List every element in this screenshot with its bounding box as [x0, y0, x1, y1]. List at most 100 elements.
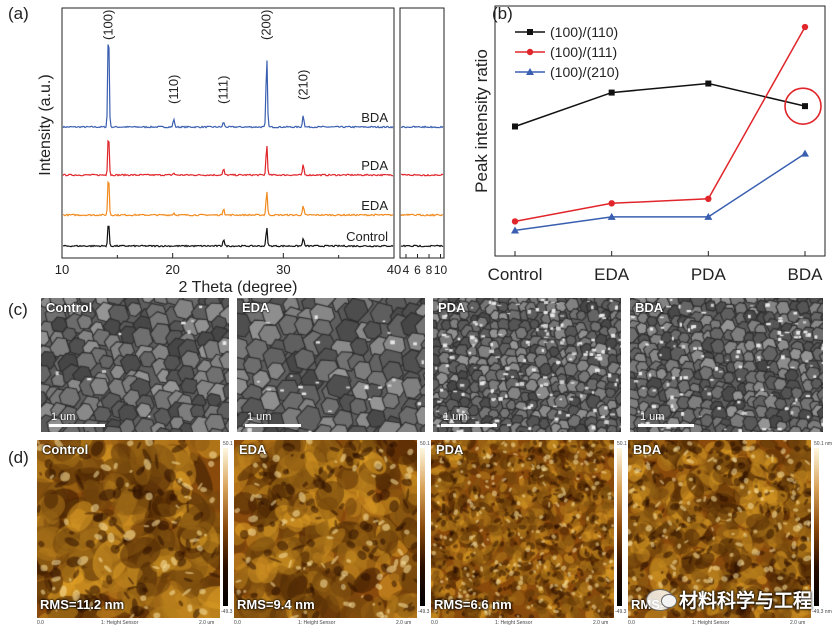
peak-ratio-chart: (100)/(110) (100)/(111) (100)/(210) Control…	[472, 5, 826, 284]
colorbar-min-label: -49.3 nm	[418, 609, 438, 615]
scale-bar-label: 1 um	[640, 411, 665, 423]
afm-image-pda: PDA RMS=6.6 nm	[431, 440, 614, 618]
sem-micrograph	[630, 298, 823, 432]
height-colorbar	[223, 448, 228, 606]
afm-micrograph	[628, 440, 811, 618]
watermark-text: 材料科学与工程	[679, 591, 813, 612]
x-tick-label: 40	[387, 262, 401, 277]
ratio-line-1	[514, 26, 806, 223]
peak-annotation: (111)	[216, 76, 231, 104]
ratio-point	[801, 23, 809, 31]
legend-label: (100)/(111)	[550, 44, 617, 60]
afm-axis-start: 0.0	[234, 620, 241, 626]
rms-value: RMS=11.2 nm	[40, 597, 125, 612]
scale-bar	[49, 424, 105, 427]
peak-annotation: (200)	[259, 10, 274, 40]
sem-image-bda: BDA 1 um	[630, 298, 823, 432]
watermark: 材料科学与工程	[646, 586, 812, 613]
x-tick-label: 10	[55, 262, 69, 277]
inset-series-control	[400, 244, 444, 248]
panel-label-d: (d)	[8, 448, 29, 467]
y-axis-label: Peak intensity ratio	[472, 49, 491, 193]
peak-annotation: (100)	[100, 10, 115, 40]
ratio-point	[704, 212, 713, 220]
ratio-point	[801, 149, 809, 157]
inset-series-pda	[401, 173, 444, 177]
afm-image-label: PDA	[436, 442, 464, 457]
ratio-point	[608, 89, 615, 96]
ratio-line-2	[514, 152, 806, 232]
legend-label: (100)/(210)	[550, 64, 619, 80]
panel-label-a: (a)	[8, 4, 29, 23]
plot-frame	[494, 5, 826, 257]
colorbar-min-label: -49.3 nm	[615, 609, 635, 615]
scale-bar	[441, 424, 497, 427]
peak-annotation: (110)	[166, 75, 181, 104]
inset-tick-label: 4	[403, 263, 410, 277]
inset-series-bda	[400, 125, 444, 129]
xrd-series-pda	[62, 139, 394, 177]
xrd-series-bda	[62, 44, 394, 129]
sem-micrograph	[41, 298, 229, 432]
highlight-circle	[784, 87, 822, 125]
colorbar-max-label: 50.1 nm	[814, 441, 833, 447]
category-label: EDA	[594, 265, 630, 284]
sem-image-label: PDA	[438, 300, 466, 315]
x-axis-label: 2 Theta (degree)	[179, 279, 298, 296]
ratio-point	[512, 123, 518, 130]
category-label: BDA	[788, 265, 824, 284]
colorbar-max-label: 50.1 nm	[617, 441, 636, 447]
colorbar-max-label: 50.1 nm	[420, 441, 439, 447]
afm-axis-start: 0.0	[431, 620, 438, 626]
xrd-series-eda	[62, 180, 394, 217]
inset-frame	[399, 7, 445, 259]
height-colorbar	[617, 448, 622, 606]
afm-image-label: Control	[42, 442, 89, 457]
ratio-line-0	[514, 82, 806, 128]
sem-image-control: Control 1 um	[41, 298, 229, 432]
afm-image-label: EDA	[239, 442, 267, 457]
scale-bar	[638, 424, 694, 427]
afm-image-bda: BDARMS=	[628, 440, 811, 618]
inset-series-eda	[400, 213, 444, 217]
colorbar-min-label: -49.3 nm	[812, 609, 832, 615]
category-label: Control	[488, 265, 543, 284]
x-tick-label: 30	[276, 262, 290, 277]
inset-tick-label: 8	[426, 263, 433, 277]
ratio-point	[608, 200, 615, 207]
inset-tick-label: 10	[434, 263, 448, 277]
afm-image-label: BDA	[633, 442, 662, 457]
peak-annotation: (210)	[295, 70, 310, 100]
afm-axis-start: 0.0	[37, 620, 44, 626]
ratio-point	[607, 212, 616, 220]
height-colorbar	[814, 448, 819, 606]
legend-marker	[527, 29, 533, 35]
plot-frame	[61, 7, 395, 259]
xrd-series-control	[62, 225, 394, 248]
inset-tick-label: 6	[414, 263, 421, 277]
afm-channel-label: 1: Height Sensor	[298, 620, 336, 626]
legend-marker	[526, 48, 534, 56]
series-label-eda: EDA	[361, 198, 388, 213]
panel-label-c: (c)	[8, 300, 28, 319]
panel-label-b: (b)	[492, 4, 513, 23]
ratio-point	[511, 218, 519, 225]
legend-label: (100)/(110)	[550, 24, 618, 40]
scale-bar	[245, 424, 301, 427]
afm-image-eda: EDA RMS=9.4 nm	[234, 440, 417, 618]
afm-axis-end: 2.0 um	[396, 620, 412, 626]
afm-axis-end: 2.0 um	[593, 620, 609, 626]
y-axis-label: Intensity (a.u.)	[37, 74, 54, 175]
colorbar-min-label: -49.3 nm	[221, 609, 241, 615]
sem-image-label: EDA	[242, 300, 270, 315]
legend-marker	[526, 68, 534, 75]
afm-axis-start: 0.0	[628, 620, 635, 626]
wechat-icon	[646, 588, 677, 611]
afm-micrograph	[234, 440, 417, 618]
ratio-point	[511, 226, 519, 234]
sem-image-pda: PDA 1 um	[433, 298, 621, 432]
afm-axis-end: 2.0 um	[790, 620, 806, 626]
scale-bar-label: 1 um	[443, 411, 468, 423]
category-label: PDA	[691, 265, 727, 284]
sem-image-label: Control	[46, 300, 93, 315]
